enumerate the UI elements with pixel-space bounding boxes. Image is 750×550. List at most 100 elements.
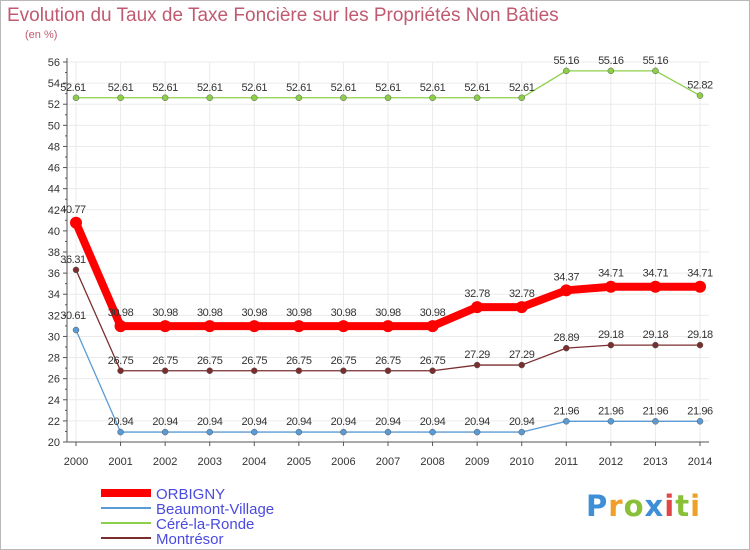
logo-letter: x <box>644 489 665 523</box>
y-tick-label: 50 <box>48 120 60 132</box>
x-tick-label: 2008 <box>420 456 444 468</box>
x-tick-label: 2004 <box>242 456 266 468</box>
data-point <box>649 280 662 293</box>
data-label: 30.61 <box>60 310 86 322</box>
y-tick-label: 52 <box>48 99 60 111</box>
data-point <box>429 428 436 436</box>
data-label: 20.94 <box>375 416 401 428</box>
series-lines <box>70 67 706 436</box>
data-point <box>295 94 303 102</box>
data-point <box>70 216 82 229</box>
data-point <box>340 367 347 374</box>
data-point <box>117 94 124 102</box>
data-point <box>560 284 573 297</box>
data-point <box>117 367 124 374</box>
y-tick-label: 20 <box>48 437 60 449</box>
y-tick-label: 46 <box>48 163 60 175</box>
x-tick-label: 2011 <box>554 456 578 468</box>
data-label: 27.29 <box>509 349 535 361</box>
data-point <box>161 428 169 436</box>
x-tick-label: 2006 <box>331 456 355 468</box>
data-point <box>206 428 213 436</box>
series-cere-la-ronde <box>72 67 704 102</box>
value-labels: 52.61 52.61 52.61 52.61 52.61 52.61 52.61 52.61… <box>60 55 713 428</box>
x-tick-label: 2014 <box>688 456 712 468</box>
chart-title: Evolution du Taux de Taxe Foncière sur l… <box>7 5 559 26</box>
data-point <box>337 320 350 333</box>
data-point <box>295 367 303 374</box>
data-label: 34.71 <box>643 268 669 280</box>
data-point <box>473 94 481 102</box>
y-tick-label: 38 <box>48 247 60 259</box>
data-label: 30.98 <box>197 307 223 319</box>
data-label: 21.96 <box>687 405 713 417</box>
y-tick-label: 36 <box>48 268 60 280</box>
series-orbigny <box>70 216 706 333</box>
y-tick-label: 26 <box>48 374 60 386</box>
y-tick-label: 42 <box>48 205 60 217</box>
data-label: 26.75 <box>197 355 223 367</box>
data-label: 20.94 <box>242 416 268 428</box>
data-label: 52.61 <box>108 82 134 94</box>
proxiti-logo: Proxiti <box>586 489 701 523</box>
data-label: 34.71 <box>687 268 713 280</box>
data-label: 32.78 <box>509 288 535 300</box>
x-tick-label: 2002 <box>153 456 177 468</box>
data-label: 32.78 <box>464 288 490 300</box>
data-label: 21.96 <box>598 405 624 417</box>
data-point <box>518 428 525 436</box>
data-point <box>518 361 525 369</box>
y-tick-label: 40 <box>48 226 60 238</box>
data-point <box>652 418 659 425</box>
data-label: 52.61 <box>242 82 268 94</box>
data-label: 55.16 <box>643 55 669 67</box>
data-label: 26.75 <box>420 355 446 367</box>
logo-letter: i <box>664 489 676 523</box>
data-point <box>604 280 617 293</box>
data-point <box>161 367 169 374</box>
data-label: 52.61 <box>331 82 357 94</box>
data-label: 29.18 <box>643 329 669 341</box>
y-tick-label: 48 <box>48 141 60 153</box>
series-montresor <box>72 266 704 374</box>
y-tick-label: 54 <box>48 78 60 90</box>
y-tick-label: 56 <box>48 57 60 69</box>
data-point <box>203 320 216 333</box>
data-point <box>607 341 615 349</box>
data-label: 20.94 <box>509 416 535 428</box>
data-point <box>518 94 525 102</box>
data-point <box>295 428 303 436</box>
data-point <box>251 94 258 102</box>
data-label: 52.61 <box>464 82 490 94</box>
x-tick-label: 2013 <box>643 456 667 468</box>
series-beaumont-village <box>72 326 704 436</box>
data-point <box>72 326 80 334</box>
data-label: 30.98 <box>152 307 178 319</box>
data-point <box>696 92 704 99</box>
data-point <box>694 280 706 293</box>
data-label: 30.98 <box>375 307 401 319</box>
data-point <box>429 94 436 102</box>
data-label: 36.31 <box>60 254 86 266</box>
data-point <box>251 367 258 374</box>
y-tick-label: 30 <box>48 331 60 343</box>
x-tick-label: 2007 <box>376 456 400 468</box>
data-point <box>696 418 704 425</box>
data-label: 30.98 <box>286 307 312 319</box>
data-label: 20.94 <box>286 416 312 428</box>
data-point <box>384 428 392 436</box>
x-tick-label: 2003 <box>197 456 221 468</box>
x-tick-label: 2012 <box>599 456 623 468</box>
logo-letter: o <box>623 489 645 523</box>
data-label: 26.75 <box>286 355 312 367</box>
data-label: 29.18 <box>687 329 713 341</box>
data-label: 52.82 <box>687 80 713 92</box>
data-point <box>340 428 347 436</box>
y-tick-label: 22 <box>48 416 60 428</box>
data-label: 21.96 <box>643 405 669 417</box>
axes: 20 22 24 26 28 30 32 34 36 38 40 42 44 46 48 50 52 54 56 20… <box>48 57 712 468</box>
data-point <box>515 301 528 314</box>
data-label: 52.61 <box>375 82 401 94</box>
data-label: 26.75 <box>242 355 268 367</box>
data-label: 55.16 <box>554 55 580 67</box>
